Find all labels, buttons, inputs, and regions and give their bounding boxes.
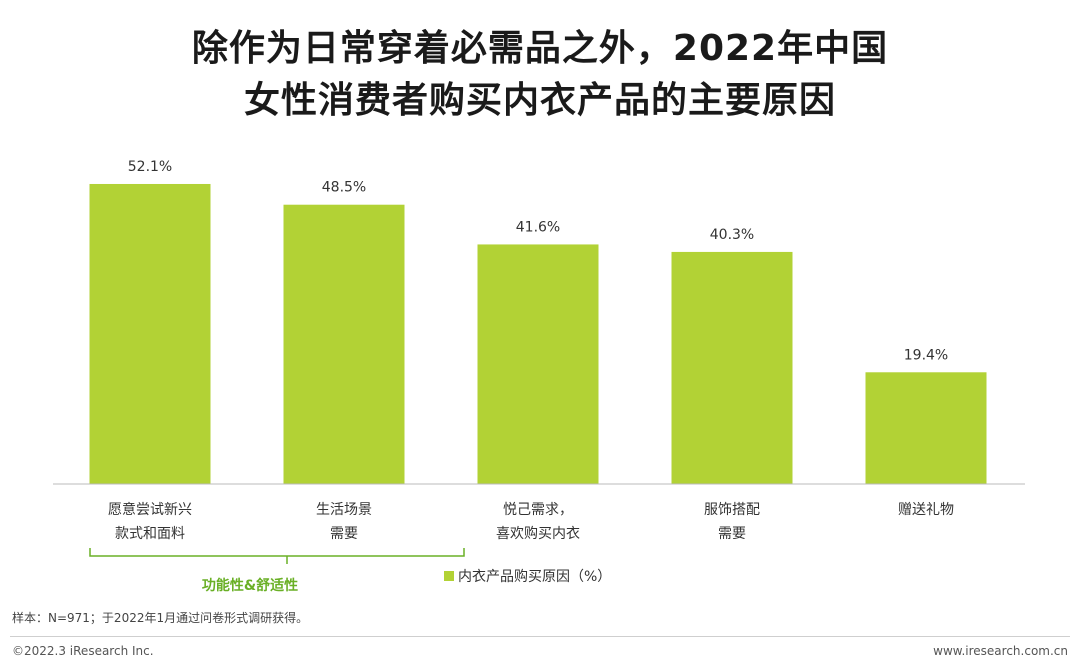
category-label-5-line-1: 赠送礼物 xyxy=(898,502,954,518)
category-label-2-line-1: 生活场景 xyxy=(316,502,372,518)
copyright: ©2022.3 iResearch Inc. xyxy=(12,644,154,658)
legend-swatch xyxy=(444,571,454,581)
bar-5 xyxy=(865,372,987,484)
group-bracket xyxy=(89,548,465,564)
website-link: www.iresearch.com.cn xyxy=(933,644,1068,658)
value-label-1: 52.1% xyxy=(128,159,172,175)
category-label-4-line-1: 服饰搭配 xyxy=(704,502,760,518)
category-label-4-line-2: 需要 xyxy=(718,526,746,542)
bar-3 xyxy=(477,244,599,484)
chart-title-line-2: 女性消费者购买内衣产品的主要原因 xyxy=(243,80,836,121)
value-label-4: 40.3% xyxy=(710,227,754,243)
category-label-3-line-1: 悦己需求， xyxy=(503,502,573,518)
bar-2 xyxy=(283,204,405,484)
value-label-5: 19.4% xyxy=(904,347,948,363)
legend-label: 内衣产品购买原因（%） xyxy=(458,569,612,585)
value-label-3: 41.6% xyxy=(516,219,560,235)
bar-4 xyxy=(671,251,793,484)
category-label-1-line-1: 愿意尝试新兴 xyxy=(108,501,192,518)
sample-note: 样本：N=971；于2022年1月通过问卷形式调研获得。 xyxy=(12,611,309,625)
group-bracket-label: 功能性&舒适性 xyxy=(201,578,299,594)
legend: 内衣产品购买原因（%） xyxy=(444,566,611,586)
category-label-2-line-2: 需要 xyxy=(330,526,358,542)
value-label-2: 48.5% xyxy=(322,180,366,196)
category-label-1-line-2: 款式和面料 xyxy=(115,526,185,542)
bar-1 xyxy=(89,183,211,484)
chart-title-line-1: 除作为日常穿着必需品之外，2022年中国 xyxy=(191,28,889,69)
footer-divider xyxy=(10,636,1070,637)
category-label-3-line-2: 喜欢购买内衣 xyxy=(496,526,580,542)
